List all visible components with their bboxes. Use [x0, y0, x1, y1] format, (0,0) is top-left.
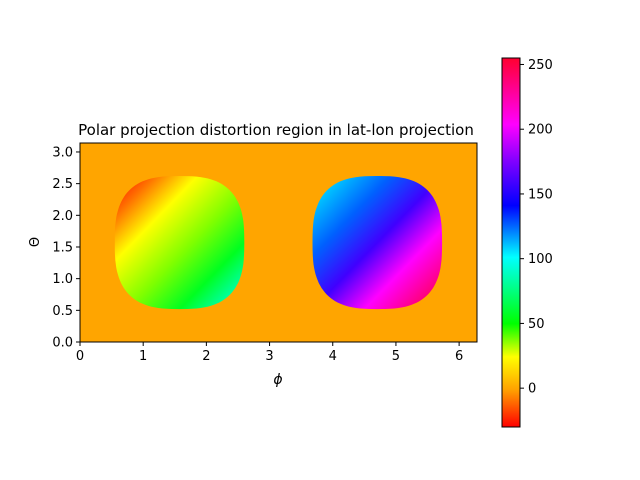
- region-right: [312, 176, 443, 310]
- plot-area: [79, 142, 478, 343]
- y-tick-label: 0.5: [52, 304, 73, 319]
- colorbar: 0 50 100 150 200 250: [501, 57, 553, 428]
- chart-title: Polar projection distortion region in la…: [78, 121, 474, 139]
- x-tick-label: 0: [76, 349, 84, 364]
- y-axis-ticks: 0.0 0.5 1.0 1.5 2.0 2.5 3.0: [52, 145, 80, 351]
- colorbar-tick-label: 0: [528, 382, 536, 397]
- colorbar-tick-label: 150: [528, 187, 553, 202]
- y-tick-label: 2.5: [52, 177, 73, 192]
- x-tick-label: 6: [455, 349, 463, 364]
- x-tick-label: 4: [329, 349, 337, 364]
- colorbar-ticks: 0 50 100 150 200 250: [520, 58, 553, 397]
- x-tick-label: 5: [392, 349, 400, 364]
- y-tick-label: 1.0: [52, 272, 73, 287]
- y-tick-label: 1.5: [52, 240, 73, 255]
- colorbar-tick-label: 250: [528, 58, 553, 73]
- y-tick-label: 2.0: [52, 209, 73, 224]
- x-axis-ticks: 0 1 2 3 4 5 6: [76, 342, 463, 364]
- x-tick-label: 2: [202, 349, 210, 364]
- x-tick-label: 3: [265, 349, 273, 364]
- colorbar-frame: [501, 57, 521, 428]
- colorbar-tick-label: 50: [528, 317, 545, 332]
- colorbar-tick-label: 100: [528, 252, 553, 267]
- y-tick-label: 0.0: [52, 336, 73, 351]
- plot-frame: [79, 142, 478, 343]
- region-left: [114, 176, 245, 310]
- y-tick-label: 3.0: [52, 145, 73, 160]
- x-tick-label: 1: [139, 349, 147, 364]
- x-axis-label: ϕ: [273, 372, 282, 388]
- y-axis-label: Θ: [28, 237, 43, 247]
- colorbar-tick-label: 200: [528, 123, 553, 138]
- colorbar-fill: [502, 58, 520, 427]
- regions-layer: [114, 176, 443, 310]
